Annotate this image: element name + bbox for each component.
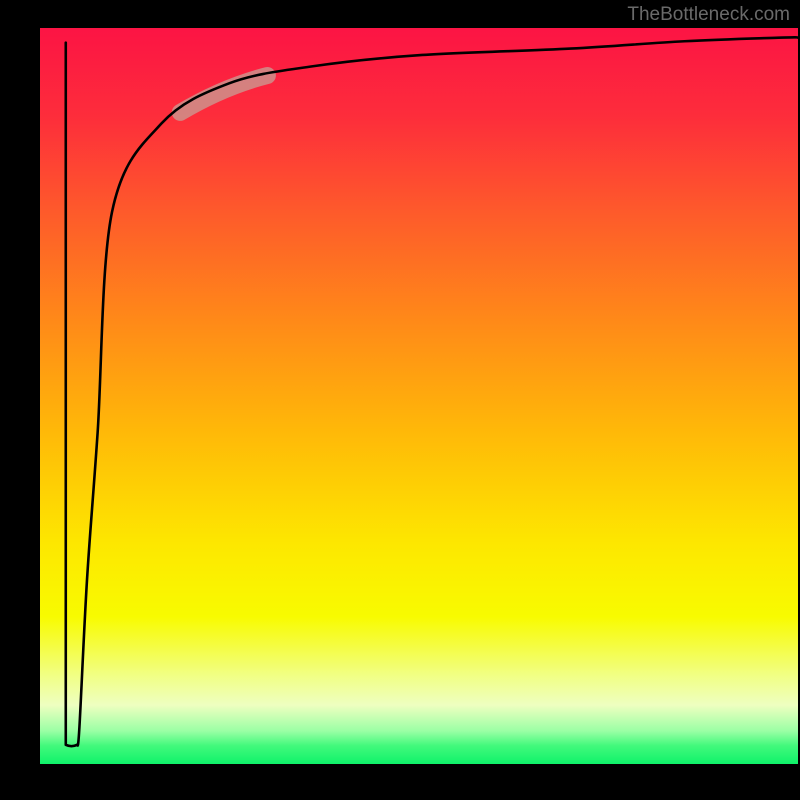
attribution-label: TheBottleneck.com	[627, 4, 790, 26]
chart-container: TheBottleneck.com	[0, 0, 800, 800]
plot-background	[40, 28, 798, 764]
bottleneck-chart	[0, 0, 800, 800]
